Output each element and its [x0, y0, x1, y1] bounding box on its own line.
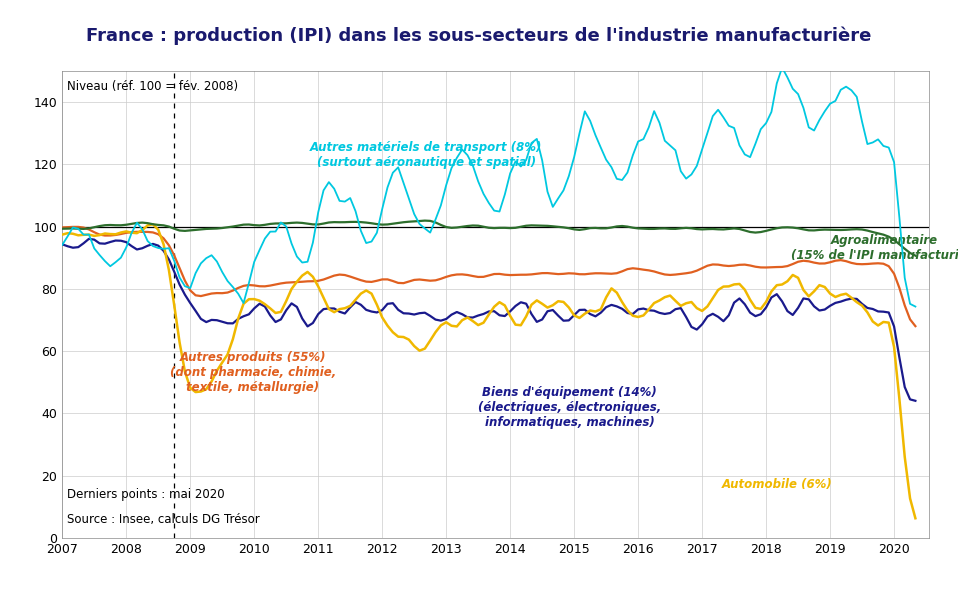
- Text: Biens d'équipement (14%)
(électriques, électroniques,
informatiques, machines): Biens d'équipement (14%) (électriques, é…: [478, 385, 661, 428]
- Text: Derniers points : mai 2020: Derniers points : mai 2020: [67, 488, 225, 501]
- Text: Autres produits (55%)
(dont pharmacie, chimie,
textile, métallurgie): Autres produits (55%) (dont pharmacie, c…: [170, 350, 336, 394]
- Text: France : production (IPI) dans les sous-secteurs de l'industrie manufacturière: France : production (IPI) dans les sous-…: [86, 27, 872, 45]
- Text: Automobile (6%): Automobile (6%): [722, 478, 833, 491]
- Text: Autres matériels de transport (8%)
(surtout aéronautique et spatial): Autres matériels de transport (8%) (surt…: [310, 141, 542, 169]
- Text: Source : Insee, calculs DG Trésor: Source : Insee, calculs DG Trésor: [67, 512, 261, 525]
- Text: Niveau (réf. 100 = fév. 2008): Niveau (réf. 100 = fév. 2008): [67, 80, 239, 93]
- Text: Agroalimentaire
(15% de l'IPI manufacturier): Agroalimentaire (15% de l'IPI manufactur…: [790, 235, 958, 262]
